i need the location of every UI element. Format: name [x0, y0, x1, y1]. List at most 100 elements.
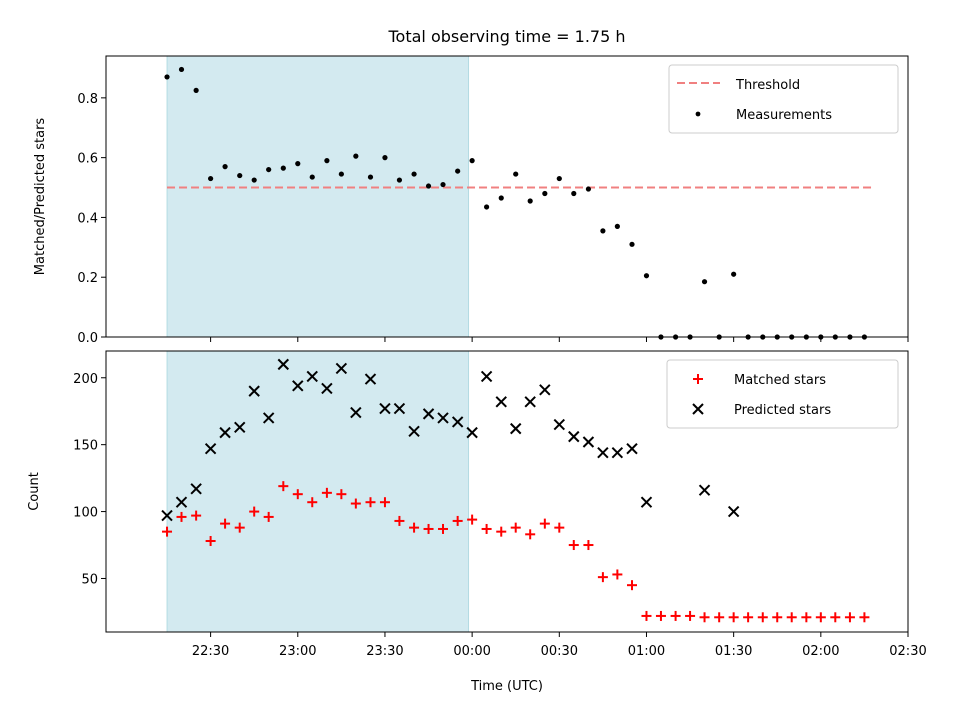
series-measurements-point [455, 168, 461, 174]
top-shaded-region [166, 55, 470, 338]
series-predicted-stars-point-b [611, 446, 624, 459]
series-predicted-stars-point-b [553, 418, 566, 431]
chart-title: Total observing time = 1.75 h [387, 27, 625, 46]
y-tick-label: 50 [81, 572, 98, 587]
series-predicted-stars-point-b [640, 496, 653, 508]
series-matched-stars-point [336, 489, 347, 500]
x-tick-label: 00:00 [453, 644, 490, 659]
series-predicted-stars-point [277, 358, 290, 371]
series-predicted-stars-point [379, 402, 391, 415]
series-predicted-stars-point [262, 412, 275, 424]
ratio-panel: 0.0 0.2 0.4 0.6 0.8 Total observing time = 1… [33, 27, 909, 346]
series-matched-stars-point [539, 518, 550, 529]
series-matched-stars-point [292, 489, 303, 500]
series-matched-stars-point [612, 569, 623, 580]
series-matched-stars-point [278, 481, 289, 492]
legend-predicted-glyph [692, 403, 704, 415]
series-measurements-point [600, 228, 606, 234]
x-tick-label: 22:30 [192, 644, 229, 659]
series-measurements-point [527, 198, 533, 204]
x-tick-label: 02:30 [889, 644, 926, 659]
series-matched-stars-point [815, 612, 826, 623]
series-matched-stars-point [307, 497, 318, 508]
series-predicted-stars-point [190, 483, 202, 495]
series-predicted-stars-point [524, 396, 536, 408]
series-matched-stars-point [641, 610, 652, 621]
series-predicted-stars-point [161, 509, 173, 522]
series-measurements-point [701, 279, 708, 285]
series-predicted-stars-point-b [190, 483, 202, 495]
ratio-y-ticks: 0.0 0.2 0.4 0.6 0.8 [77, 92, 106, 346]
ratio-plot-frame [105, 55, 909, 338]
series-measurements-point [396, 177, 403, 183]
series-matched-stars-point [786, 612, 797, 623]
series-measurements-point [338, 171, 344, 177]
legend-threshold-label: Threshold [735, 78, 800, 93]
series-measurements-point [280, 165, 286, 171]
bottom-shaded-region [166, 350, 470, 633]
series-predicted-stars-point-b [422, 408, 435, 420]
series-matched-stars-point [728, 612, 739, 623]
series-predicted-stars-point-b [234, 421, 246, 433]
series-predicted-stars-point-b [568, 430, 580, 443]
series-predicted-stars-point-b [350, 406, 362, 419]
count-x-ticks: 22:30 23:00 23:30 00:00 00:30 01:00 01:30 02:00… [192, 632, 927, 659]
series-measurements-point [164, 74, 170, 80]
series-matched-stars-point [685, 610, 696, 621]
series-measurements-point [266, 166, 272, 173]
count-panel: 50 100 150 200 22:30 23:00 23:30 00:00 00:30 01:… [27, 350, 927, 694]
series-predicted-stars-point-b [306, 370, 318, 383]
series-predicted-stars-point [466, 426, 478, 439]
series-predicted-stars-point-b [219, 426, 231, 439]
series-measurements-point [469, 158, 475, 164]
ratio-x-ticks [210, 337, 909, 342]
y-tick-label: 0.0 [77, 331, 98, 346]
count-y-axis-label: Count [27, 472, 42, 511]
count-y-ticks: 50 100 150 200 [73, 372, 106, 587]
series-matched-stars-point [205, 536, 216, 547]
ratio-series-layer [164, 66, 874, 340]
series-predicted-stars-point-b [698, 484, 711, 496]
series-predicted-stars-point [480, 370, 493, 383]
series-matched-stars-point [409, 522, 420, 533]
series-matched-stars-point [234, 522, 245, 533]
series-predicted-stars-point-b [727, 505, 740, 518]
series-predicted-stars-point-b [175, 496, 188, 508]
series-predicted-stars-point-b [292, 380, 304, 392]
series-predicted-stars-point [626, 442, 638, 455]
x-tick-label: 01:30 [715, 644, 752, 659]
series-measurements-point [411, 171, 417, 177]
legend-predicted-glyph-b [692, 403, 704, 415]
series-predicted-stars-point [437, 412, 449, 424]
series-measurements-point [382, 155, 388, 161]
series-predicted-stars-point [597, 446, 609, 459]
series-matched-stars-point [249, 506, 260, 517]
series-predicted-stars-point-b [510, 422, 522, 435]
legend-matched-glyph [693, 374, 703, 384]
series-matched-stars-point [627, 580, 638, 591]
count-legend: Matched stars Predicted stars [666, 359, 899, 429]
y-tick-label: 150 [73, 439, 98, 454]
series-predicted-stars-point [204, 442, 217, 455]
series-predicted-stars-point [539, 384, 551, 396]
x-tick-label: 02:00 [802, 644, 839, 659]
series-matched-stars-point [438, 523, 449, 534]
series-predicted-stars-point [350, 406, 362, 419]
series-matched-stars-point [379, 497, 390, 508]
series-measurements-point [295, 161, 301, 167]
series-predicted-stars-point [510, 422, 522, 435]
series-measurements-point [571, 190, 577, 197]
series-predicted-stars-point [292, 380, 304, 392]
series-matched-stars-point [655, 610, 666, 621]
ratio-y-axis-label: Matched/Predicted stars [33, 118, 48, 276]
series-predicted-stars-point-b [539, 384, 551, 396]
series-matched-stars-point [772, 612, 783, 623]
y-tick-label: 0.6 [77, 152, 98, 167]
legend-predicted-marker [692, 403, 704, 415]
series-predicted-stars-point [175, 496, 188, 508]
y-tick-label: 0.4 [77, 211, 98, 226]
count-series-layer [161, 358, 870, 623]
x-tick-label: 23:30 [366, 644, 403, 659]
x-tick-label: 01:00 [628, 644, 665, 659]
series-matched-stars-point [583, 540, 594, 551]
